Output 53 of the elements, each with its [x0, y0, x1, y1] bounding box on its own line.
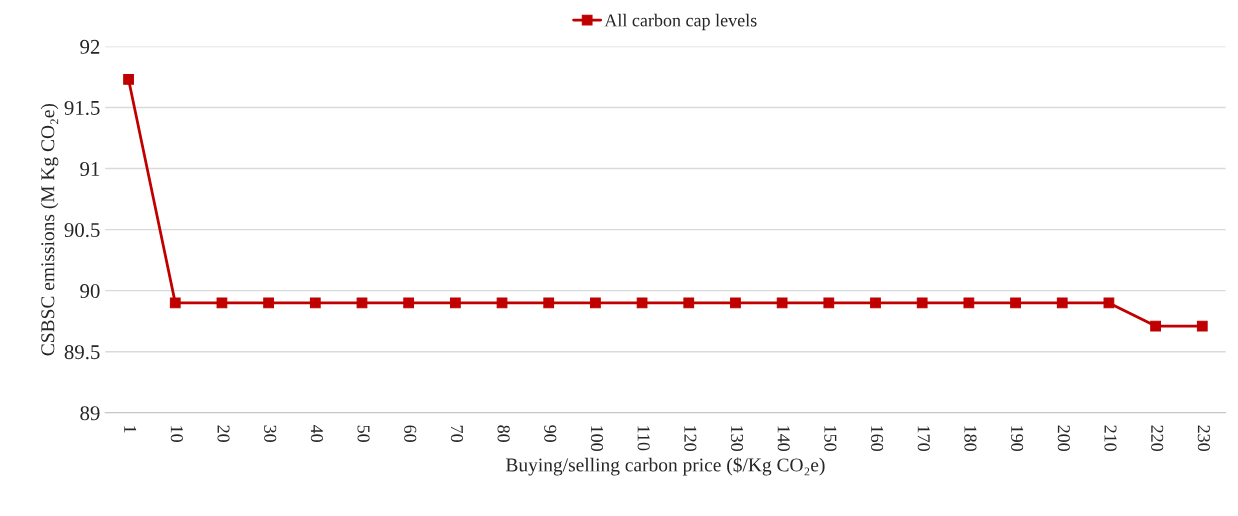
x-tick-label: 190 [1011, 426, 1024, 451]
point [403, 297, 415, 309]
point [169, 297, 181, 309]
x-tick-label: 30 [264, 425, 277, 442]
point [123, 74, 134, 85]
point [590, 297, 601, 309]
point [543, 297, 555, 309]
y-tick-label: 91 [80, 161, 100, 176]
y-tick-label: 89.5 [64, 345, 100, 360]
x-tick-label: 150 [824, 426, 837, 451]
point [683, 297, 695, 309]
x-tick-label: 40 [310, 424, 323, 442]
x-tick-label: 90 [544, 425, 557, 442]
point [449, 297, 461, 309]
x-tick-label: 80 [497, 425, 510, 442]
x-tick-label: 130 [730, 426, 744, 451]
point [1010, 297, 1021, 309]
x-tick-label: 20 [217, 425, 230, 442]
x-tick-label: 110 [637, 426, 650, 451]
point [776, 297, 788, 309]
point [963, 297, 975, 309]
point [823, 297, 835, 309]
x-tick-label: 120 [684, 426, 697, 451]
point [1056, 297, 1068, 309]
legend-label: All carbon cap levels [604, 13, 757, 31]
x-tick-label: 60 [404, 425, 417, 442]
x-tick-label: 140 [777, 426, 790, 451]
x-tick-label: 100 [590, 426, 604, 451]
y-tick-label: 91.5 [64, 100, 100, 116]
point [309, 297, 321, 309]
x-tick-label: 70 [450, 425, 464, 442]
point [1150, 320, 1161, 332]
x-tick-label: 170 [917, 426, 930, 451]
x-axis-title: Buying/selling carbon price ($/Kg CO₂e) [505, 457, 825, 476]
y-tick-label: 92 [80, 39, 100, 54]
x-tick-label: 220 [1151, 425, 1164, 451]
x-tick-label: 50 [357, 425, 370, 442]
x-tick-label: 10 [170, 426, 183, 442]
point [730, 297, 741, 309]
x-tick-label: 180 [964, 426, 977, 451]
x-tick-label: 230 [1197, 425, 1210, 451]
x-tick-label: 200 [1057, 425, 1070, 451]
point [870, 297, 881, 309]
y-axis-title: CSBSC emissions (M Kg CO₂e) [40, 103, 59, 356]
point [1196, 320, 1208, 332]
y-tick-label: 90 [80, 284, 100, 299]
point [263, 297, 274, 309]
point [916, 297, 928, 309]
y-tick-label: 89 [80, 406, 100, 421]
x-tick-label: 160 [870, 426, 884, 451]
y-tick-label: 90.5 [64, 222, 100, 238]
x-tick-label: 1 [124, 426, 137, 433]
x-tick-label: 210 [1104, 425, 1117, 451]
